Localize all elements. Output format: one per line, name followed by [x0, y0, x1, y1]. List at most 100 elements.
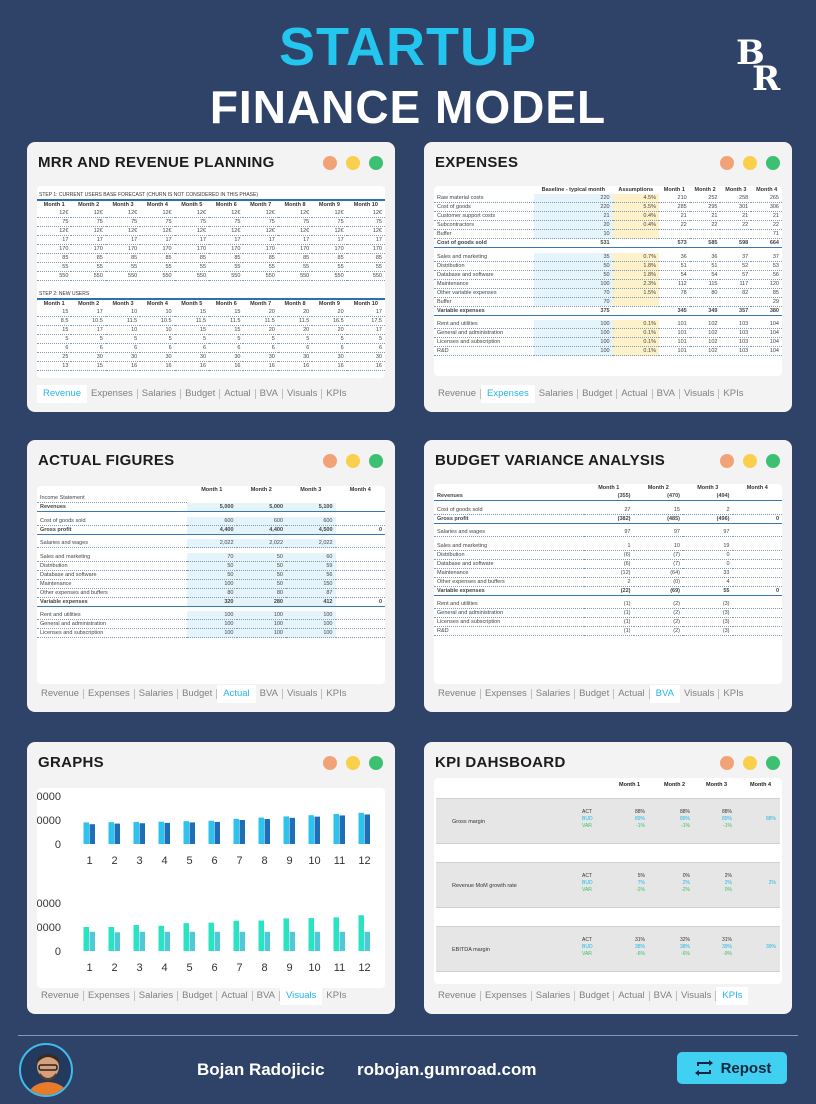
tab-revenue[interactable]: Revenue — [434, 389, 482, 399]
cell: (69) — [633, 586, 683, 596]
tab-expenses[interactable]: Expenses — [84, 689, 135, 699]
maximize-dot[interactable] — [346, 454, 360, 468]
tab-actual[interactable]: Actual — [217, 991, 253, 1001]
tab-bva[interactable]: BVA — [256, 689, 283, 699]
row-label: Licenses and subscription — [434, 337, 534, 347]
cell: 8.5 — [37, 316, 72, 326]
tab-bva[interactable]: BVA — [649, 685, 680, 703]
tab-budget[interactable]: Budget — [181, 389, 221, 399]
tab-kpis[interactable]: KPIs — [716, 987, 749, 1005]
window-controls — [720, 756, 780, 770]
maximize-dot[interactable] — [743, 156, 757, 170]
tab-salaries[interactable]: Salaries — [532, 991, 576, 1001]
kpi-value: 39% — [765, 944, 776, 950]
cell — [335, 552, 385, 562]
cell: 16 — [277, 361, 313, 371]
close-dot[interactable] — [766, 756, 780, 770]
cell: 17 — [71, 235, 106, 245]
tab-actual[interactable]: Actual — [614, 689, 650, 699]
tab-budget[interactable]: Budget — [575, 689, 615, 699]
tab-kpis[interactable]: KPIs — [326, 688, 347, 699]
tab-visuals[interactable]: Visuals — [680, 689, 720, 699]
tab-revenue[interactable]: Revenue — [37, 689, 85, 699]
table-row: Other variable expenses 70 1.5% 78 80 82 85 — [434, 288, 782, 298]
cell: 5 — [174, 334, 210, 344]
cell: 4,500 — [286, 525, 336, 535]
maximize-dot[interactable] — [346, 156, 360, 170]
cell: 6 — [209, 343, 244, 353]
tab-actual[interactable]: Actual — [617, 389, 653, 399]
cell — [732, 541, 782, 551]
minimize-dot[interactable] — [720, 756, 734, 770]
month-header: Month 4 — [146, 301, 168, 307]
tab-expenses[interactable]: Expenses — [84, 991, 135, 1001]
maximize-dot[interactable] — [743, 454, 757, 468]
close-dot[interactable] — [766, 156, 780, 170]
tab-salaries[interactable]: Salaries — [135, 689, 179, 699]
cell: 19 — [683, 541, 733, 551]
repost-button[interactable]: Repost — [677, 1052, 787, 1084]
tab-budget[interactable]: Budget — [578, 389, 618, 399]
tab-salaries[interactable]: Salaries — [135, 991, 179, 1001]
cell: (2) — [633, 617, 683, 627]
tab-budget[interactable]: Budget — [178, 689, 218, 699]
month-header: Month 10 — [353, 301, 378, 307]
tab-expenses[interactable]: Expenses — [87, 389, 138, 399]
tab-bva[interactable]: BVA — [253, 991, 280, 1001]
cell: 2.3% — [612, 279, 659, 289]
tab-revenue[interactable]: Revenue — [37, 991, 85, 1001]
tab-salaries[interactable]: Salaries — [138, 389, 182, 399]
author-site[interactable]: robojan.gumroad.com — [357, 1060, 537, 1079]
tab-kpis[interactable]: KPIs — [723, 388, 744, 399]
minimize-dot[interactable] — [720, 156, 734, 170]
tab-visuals[interactable]: Visuals — [283, 389, 323, 399]
kpi-sheet: Month 1 Month 2 Month 3 Month 4 Gross margi… — [434, 778, 782, 984]
cell: 75 — [209, 217, 244, 227]
cell: 17 — [37, 235, 72, 245]
minimize-dot[interactable] — [323, 454, 337, 468]
close-dot[interactable] — [369, 756, 383, 770]
minimize-dot[interactable] — [323, 156, 337, 170]
tab-visuals[interactable]: Visuals — [680, 389, 720, 399]
tab-bva[interactable]: BVA — [256, 389, 283, 399]
x-tick-label: 1 — [86, 855, 92, 867]
cell: 16 — [209, 361, 244, 371]
tab-visuals[interactable]: Visuals — [677, 991, 717, 1001]
maximize-dot[interactable] — [346, 756, 360, 770]
tab-actual[interactable]: Actual — [614, 991, 650, 1001]
cell: 20 — [534, 220, 613, 230]
tab-visuals[interactable]: Visuals — [279, 987, 323, 1005]
maximize-dot[interactable] — [743, 756, 757, 770]
tab-revenue[interactable]: Revenue — [37, 385, 88, 403]
tab-kpis[interactable]: KPIs — [326, 990, 347, 1001]
row-label: General and administration — [434, 328, 534, 338]
close-dot[interactable] — [766, 454, 780, 468]
tab-expenses[interactable]: Expenses — [481, 991, 532, 1001]
minimize-dot[interactable] — [720, 454, 734, 468]
tab-visuals[interactable]: Visuals — [283, 689, 323, 699]
cell: 12€ — [209, 226, 244, 236]
tab-actual[interactable]: Actual — [217, 685, 256, 703]
close-dot[interactable] — [369, 156, 383, 170]
tab-bva[interactable]: BVA — [650, 991, 677, 1001]
row-label: Sales and marketing — [434, 252, 534, 262]
tab-budget[interactable]: Budget — [575, 991, 615, 1001]
tab-salaries[interactable]: Salaries — [535, 389, 579, 399]
tab-bva[interactable]: BVA — [653, 389, 680, 399]
tab-revenue[interactable]: Revenue — [434, 991, 482, 1001]
tab-budget[interactable]: Budget — [178, 991, 218, 1001]
tab-actual[interactable]: Actual — [220, 389, 256, 399]
tab-revenue[interactable]: Revenue — [434, 689, 482, 699]
tab-expenses[interactable]: Expenses — [481, 689, 532, 699]
cell: 10 — [633, 541, 683, 551]
tab-salaries[interactable]: Salaries — [532, 689, 576, 699]
minimize-dot[interactable] — [323, 756, 337, 770]
tab-kpis[interactable]: KPIs — [723, 688, 744, 699]
new-users-table: Month 1 Month 2 Month 3 Month 4 Month 5 Month… — [37, 300, 385, 371]
month-header: Month 1 — [619, 782, 641, 788]
tab-expenses[interactable]: Expenses — [481, 385, 535, 403]
x-tick-label: 3 — [136, 962, 142, 974]
tab-kpis[interactable]: KPIs — [326, 388, 347, 399]
x-tick-label: 7 — [236, 962, 242, 974]
close-dot[interactable] — [369, 454, 383, 468]
